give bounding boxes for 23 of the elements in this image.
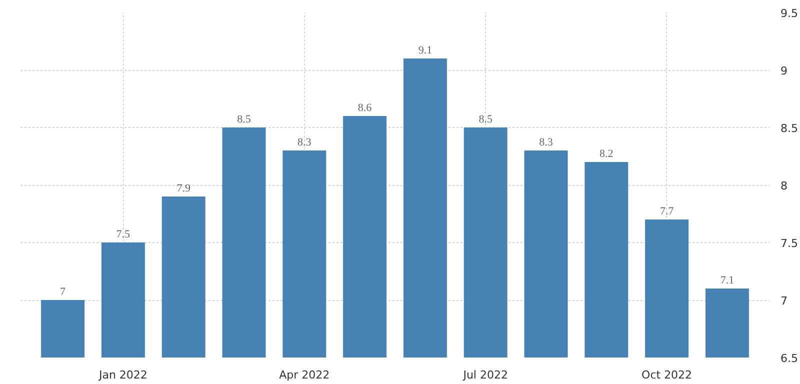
data-label: 9.1 <box>418 44 432 56</box>
x-tick-label: Apr 2022 <box>279 368 330 382</box>
data-label: 8.5 <box>478 114 493 126</box>
data-label: 7.5 <box>116 228 131 240</box>
y-tick-label: 9.5 <box>780 7 798 20</box>
data-label: 8.3 <box>298 136 312 148</box>
y-tick-label: 8 <box>780 180 788 192</box>
data-label: 7.1 <box>720 274 734 286</box>
data-label: 7.7 <box>660 206 674 218</box>
data-label: 8.3 <box>539 136 554 148</box>
data-label: 8.2 <box>600 148 614 160</box>
x-tick-label: Jul 2022 <box>462 368 508 382</box>
y-tick-label: 6.5 <box>780 352 798 365</box>
data-label: 8.5 <box>237 114 252 126</box>
data-label: 7 <box>60 286 66 298</box>
y-tick-label: 7.5 <box>780 237 798 250</box>
data-label: 8.6 <box>358 102 372 114</box>
y-tick-label: 9 <box>780 64 788 78</box>
y-tick-label: 8.5 <box>780 122 798 135</box>
x-tick-label: Jan 2022 <box>98 368 148 382</box>
x-tick-label: Oct 2022 <box>642 368 692 382</box>
y-tick-label: 7 <box>780 294 788 308</box>
data-label: 7.9 <box>176 182 191 194</box>
